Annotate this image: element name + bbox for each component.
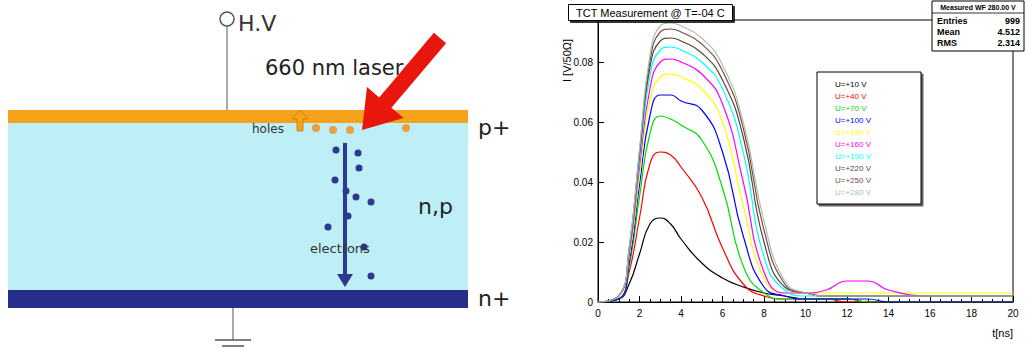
- svg-text:Entries: Entries: [937, 16, 968, 26]
- svg-text:14: 14: [883, 308, 895, 319]
- svg-text:0.08: 0.08: [574, 57, 594, 68]
- svg-text:4.512: 4.512: [997, 27, 1020, 37]
- svg-text:p+: p+: [478, 115, 510, 140]
- svg-text:0.06: 0.06: [574, 117, 594, 128]
- svg-text:t[ns]: t[ns]: [992, 327, 1013, 339]
- svg-text:U=+250 V: U=+250 V: [835, 176, 872, 185]
- svg-text:U=+70 V: U=+70 V: [835, 104, 867, 113]
- svg-text:n+: n+: [478, 286, 510, 311]
- svg-text:10: 10: [800, 308, 812, 319]
- svg-text:2: 2: [637, 308, 643, 319]
- svg-text:0.02: 0.02: [574, 237, 594, 248]
- svg-text:holes: holes: [252, 122, 284, 136]
- svg-text:U=+190 V: U=+190 V: [835, 152, 872, 161]
- svg-text:U=+130 V: U=+130 V: [835, 128, 872, 137]
- svg-text:8: 8: [761, 308, 767, 319]
- svg-text:0: 0: [595, 308, 601, 319]
- svg-text:0: 0: [587, 297, 593, 308]
- svg-text:660 nm laser: 660 nm laser: [265, 56, 404, 80]
- svg-text:12: 12: [841, 308, 853, 319]
- svg-text:2.314: 2.314: [997, 38, 1020, 48]
- svg-text:18: 18: [966, 308, 978, 319]
- svg-text:U=+100 V: U=+100 V: [835, 116, 872, 125]
- svg-text:I [V/50Ω]: I [V/50Ω]: [561, 39, 573, 82]
- svg-text:6: 6: [720, 308, 726, 319]
- svg-text:U=+10 V: U=+10 V: [835, 80, 867, 89]
- svg-text:16: 16: [924, 308, 936, 319]
- svg-text:TCT Measurement @ T=-04 C: TCT Measurement @ T=-04 C: [576, 7, 725, 19]
- svg-text:electrons: electrons: [310, 241, 370, 256]
- svg-text:999: 999: [1005, 16, 1020, 26]
- svg-text:U=+160 V: U=+160 V: [835, 140, 872, 149]
- svg-text:4: 4: [678, 308, 684, 319]
- svg-text:Measured WF 280.00 V: Measured WF 280.00 V: [940, 4, 1016, 11]
- svg-text:n,p: n,p: [418, 194, 453, 219]
- svg-text:RMS: RMS: [937, 38, 957, 48]
- svg-text:0.04: 0.04: [574, 177, 594, 188]
- svg-text:H.V: H.V: [238, 11, 276, 36]
- svg-text:U=+40 V: U=+40 V: [835, 92, 867, 101]
- svg-text:U=+280 V: U=+280 V: [835, 188, 872, 197]
- svg-text:20: 20: [1007, 308, 1019, 319]
- svg-text:Mean: Mean: [937, 27, 960, 37]
- svg-text:U=+220 V: U=+220 V: [835, 164, 872, 173]
